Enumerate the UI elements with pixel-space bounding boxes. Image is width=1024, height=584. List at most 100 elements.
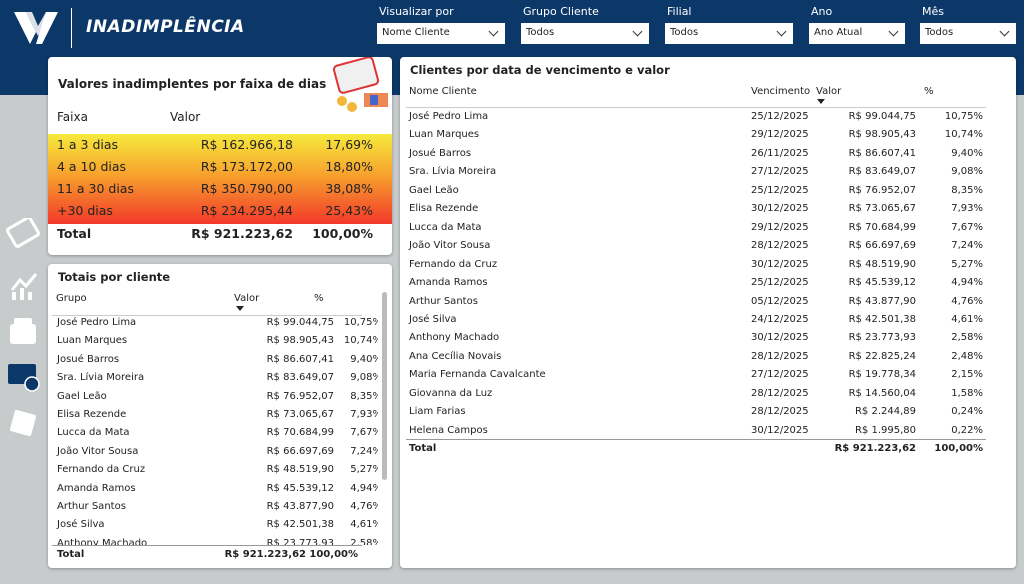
client-value: R$ 42.501,38 bbox=[266, 519, 334, 531]
client-percent: 2,58% bbox=[951, 332, 983, 344]
due-date: 05/12/2025 bbox=[751, 295, 809, 307]
client-value: R$ 86.607,41 bbox=[266, 353, 334, 365]
client-value: R$ 43.877,90 bbox=[266, 501, 334, 512]
client-value: R$ 14.560,04 bbox=[848, 387, 916, 399]
client-name: Arthur Santos bbox=[57, 501, 126, 512]
faixa-value: R$ 350.790,00 bbox=[200, 181, 293, 196]
client-name: Fernando da Cruz bbox=[57, 464, 146, 476]
client-percent: 7,67% bbox=[350, 427, 378, 439]
due-date: 26/11/2025 bbox=[751, 147, 809, 159]
client-name: Sra. Lívia Moreira bbox=[409, 166, 497, 178]
filter-dropdown[interactable]: Todos bbox=[665, 23, 793, 44]
due-date: 25/12/2025 bbox=[751, 111, 809, 122]
client-name: Elisa Rezende bbox=[57, 409, 127, 420]
total-value: R$ 921.223,62 bbox=[834, 443, 916, 454]
client-percent: 4,61% bbox=[951, 313, 983, 325]
client-name: Josué Barros bbox=[57, 353, 120, 365]
filter-dropdown[interactable]: Todos bbox=[920, 23, 1016, 44]
due-date: 27/12/2025 bbox=[751, 166, 809, 178]
faixa-percent: 25,43% bbox=[325, 203, 373, 218]
faixa-label: 4 a 10 dias bbox=[57, 159, 127, 174]
total-label: Total bbox=[57, 226, 92, 241]
money-icon bbox=[332, 57, 388, 112]
client-name: Amanda Ramos bbox=[57, 482, 136, 494]
divider bbox=[71, 8, 72, 48]
column-header: Vencimento bbox=[751, 86, 811, 97]
filter-dropdown[interactable]: Ano Atual bbox=[809, 23, 905, 44]
due-date: 28/12/2025 bbox=[751, 406, 809, 418]
client-name: Elisa Rezende bbox=[409, 203, 479, 215]
faixa-label: +30 dias bbox=[57, 203, 113, 218]
client-value: R$ 66.697,69 bbox=[266, 445, 334, 457]
client-name: Luan Marques bbox=[409, 129, 480, 141]
faixa-label: 1 a 3 dias bbox=[57, 137, 119, 152]
client-value: R$ 76.952,07 bbox=[266, 390, 334, 402]
client-value: R$ 66.697,69 bbox=[848, 240, 916, 252]
nav-icons bbox=[6, 218, 41, 437]
sort-arrow bbox=[236, 306, 244, 311]
client-name: Lucca da Mata bbox=[409, 221, 482, 233]
faixa-value: R$ 234.295,44 bbox=[200, 203, 293, 218]
client-percent: 10,74% bbox=[343, 335, 378, 347]
client-percent: 7,67% bbox=[951, 221, 983, 233]
client-name: Josué Barros bbox=[409, 147, 472, 159]
total-percent: 100,00% bbox=[312, 226, 373, 241]
faixa-percent: 17,69% bbox=[325, 137, 373, 152]
client-value: R$ 48.519,90 bbox=[266, 464, 334, 476]
total-value: R$ 921.223,62 bbox=[191, 226, 293, 241]
faixa-value: R$ 173.172,00 bbox=[200, 159, 293, 174]
client-percent: 7,24% bbox=[350, 445, 378, 457]
faixa-value: R$ 162.966,18 bbox=[200, 137, 293, 152]
column-header: % bbox=[924, 86, 934, 97]
client-name: Anthony Machado bbox=[409, 332, 500, 344]
due-date: 27/12/2025 bbox=[751, 369, 809, 381]
client-percent: 8,35% bbox=[350, 390, 378, 402]
totais-card: Totais por cliente Grupo Valor % José Pe… bbox=[48, 264, 392, 568]
filter-dropdown[interactable]: Nome Cliente bbox=[377, 23, 505, 44]
column-header: Grupo bbox=[56, 293, 87, 304]
clientes-card: Clientes por data de vencimento e valor … bbox=[400, 57, 1016, 568]
filter-dropdown[interactable]: Todos bbox=[521, 23, 649, 44]
column-header: % bbox=[314, 293, 324, 304]
client-value: R$ 70.684,99 bbox=[266, 427, 334, 439]
due-date: 25/12/2025 bbox=[751, 184, 809, 196]
filter-label: Filial bbox=[667, 5, 692, 18]
client-value: R$ 76.952,07 bbox=[848, 184, 916, 196]
client-percent: 5,27% bbox=[350, 464, 378, 476]
column-header: Valor bbox=[816, 86, 842, 97]
page-title: INADIMPLÊNCIA bbox=[86, 17, 245, 37]
faixa-card: Valores inadimplentes por faixa de dias … bbox=[48, 57, 392, 255]
due-date: 25/12/2025 bbox=[751, 277, 809, 289]
card-title: Clientes por data de vencimento e valor bbox=[410, 63, 670, 77]
client-percent: 2,15% bbox=[951, 369, 983, 381]
client-percent: 0,22% bbox=[951, 424, 983, 436]
filter-label: Mês bbox=[922, 5, 944, 18]
client-value: R$ 42.501,38 bbox=[848, 313, 916, 325]
client-percent: 2,48% bbox=[951, 350, 983, 362]
client-value: R$ 1.995,80 bbox=[854, 424, 916, 436]
client-percent: 9,08% bbox=[951, 166, 983, 178]
column-header: Valor bbox=[170, 110, 201, 124]
client-value: R$ 45.539,12 bbox=[266, 482, 334, 494]
client-percent: 4,76% bbox=[951, 295, 983, 307]
client-percent: 9,40% bbox=[951, 147, 983, 159]
client-name: Gael Leão bbox=[57, 390, 107, 402]
client-name: Gael Leão bbox=[409, 184, 459, 196]
column-header: Nome Cliente bbox=[409, 86, 477, 97]
client-value: R$ 86.607,41 bbox=[848, 147, 916, 159]
client-name: Maria Fernanda Cavalcante bbox=[409, 369, 546, 381]
client-name: Helena Campos bbox=[409, 424, 488, 436]
client-name: João Vitor Sousa bbox=[57, 445, 139, 457]
due-date: 30/12/2025 bbox=[751, 332, 809, 344]
client-name: João Vitor Sousa bbox=[409, 240, 491, 252]
total-percent: 100,00% bbox=[934, 443, 983, 454]
column-header: Faixa bbox=[57, 110, 88, 124]
rule bbox=[406, 107, 986, 108]
client-value: R$ 98.905,43 bbox=[266, 335, 334, 347]
client-percent: 5,27% bbox=[951, 258, 983, 270]
filter-label: Visualizar por bbox=[379, 5, 454, 18]
client-value: R$ 2.244,89 bbox=[854, 406, 916, 418]
client-percent: 1,58% bbox=[951, 387, 983, 399]
client-percent: 4,94% bbox=[350, 482, 378, 494]
